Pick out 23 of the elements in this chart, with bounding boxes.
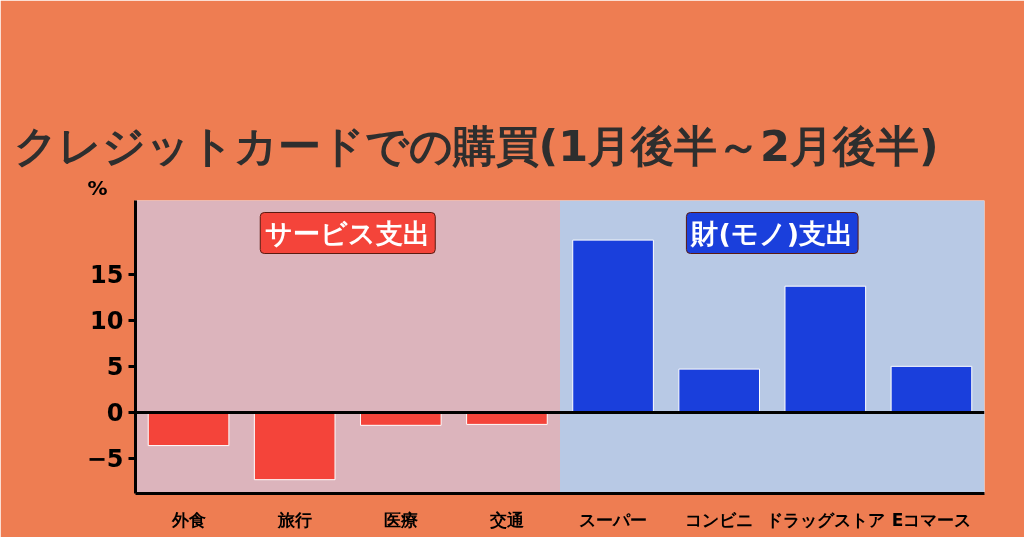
x-tick-label: 交通	[488, 509, 524, 530]
x-tick-label: スーパー	[579, 509, 648, 530]
bar	[147, 411, 230, 447]
x-tick-label: 外食	[170, 509, 206, 530]
bar	[572, 239, 654, 413]
bar	[253, 411, 336, 481]
x-tick-label: コンビニ	[685, 509, 754, 530]
y-tick-label: 5	[106, 353, 124, 382]
y-tick-label: 15	[90, 261, 124, 290]
x-tick-label: Eコマース	[891, 509, 972, 530]
chart-title: クレジットカードでの購買(1月後半～2月後半)	[13, 120, 939, 171]
bar	[784, 285, 867, 413]
band-label: サービス支出	[265, 217, 431, 249]
band-label: 財(モノ)支出	[690, 217, 854, 249]
y-tick-label: −5	[86, 445, 124, 474]
x-tick-label: 医療	[383, 509, 418, 530]
bar	[678, 368, 761, 413]
bar	[890, 365, 973, 413]
x-tick-label: ドラッグストア	[765, 509, 885, 530]
y-axis-title: %	[87, 175, 108, 200]
y-tick-label: 10	[90, 307, 124, 336]
x-tick-label: 旅行	[276, 509, 312, 530]
y-tick-label: 0	[106, 399, 124, 428]
